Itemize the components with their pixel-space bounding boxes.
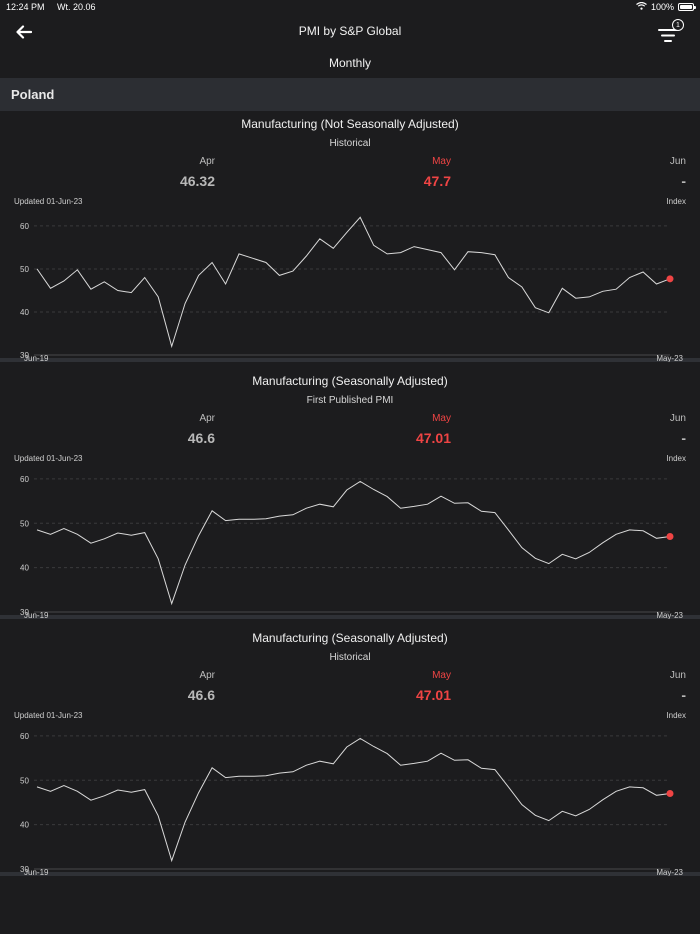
card-subtitle: Historical <box>329 652 371 663</box>
line-chart[interactable]: 30 40 50 60 Jun-19 May-23 <box>0 721 700 876</box>
back-button[interactable] <box>12 20 36 44</box>
page-title: PMI by S&P Global <box>298 24 402 38</box>
card-title: Manufacturing (Not Seasonally Adjusted) <box>241 117 459 131</box>
series-line <box>36 737 671 863</box>
current-month-label: May <box>432 156 451 167</box>
nav-bar: PMI by S&P Global 1 <box>0 14 700 50</box>
battery-icon <box>678 3 696 11</box>
series-line <box>36 216 671 349</box>
latest-point-marker <box>666 790 674 798</box>
unit-label: Index <box>666 454 686 463</box>
current-month-value: 47.01 <box>415 430 451 446</box>
updated-date: Updated 01-Jun-23 <box>14 197 83 206</box>
line-chart[interactable]: 30 40 50 60 Jun-19 May-23 <box>0 207 700 362</box>
wifi-icon <box>636 1 647 12</box>
unit-label: Index <box>666 197 686 206</box>
current-month-label: May <box>432 413 451 424</box>
filter-count-badge: 1 <box>672 19 684 31</box>
card-title: Manufacturing (Seasonally Adjusted) <box>252 374 448 388</box>
y-tick-label: 60 <box>20 475 29 484</box>
country-header: Poland <box>0 78 700 111</box>
x-tick-label: Jun-19 <box>24 354 49 362</box>
y-tick-label: 50 <box>20 776 29 785</box>
x-tick-label: Jun-19 <box>24 611 49 619</box>
previous-month-label: Apr <box>199 413 215 424</box>
indicator-card[interactable]: Manufacturing (Seasonally Adjusted) Firs… <box>0 368 700 619</box>
updated-date: Updated 01-Jun-23 <box>14 711 83 720</box>
unit-label: Index <box>666 711 686 720</box>
y-tick-label: 30 <box>20 865 29 874</box>
previous-month-value: 46.6 <box>187 687 215 703</box>
series-line <box>36 480 671 606</box>
period-label: Monthly <box>328 56 372 70</box>
filter-button[interactable]: 1 <box>656 18 686 46</box>
battery-percent: 100% <box>650 2 674 12</box>
updated-date: Updated 01-Jun-23 <box>14 454 83 463</box>
card-subtitle: First Published PMI <box>306 395 394 406</box>
y-tick-label: 30 <box>20 351 29 360</box>
indicator-card[interactable]: Manufacturing (Not Seasonally Adjusted) … <box>0 111 700 362</box>
x-tick-label: May-23 <box>656 868 683 876</box>
status-date: Wt. 20.06 <box>57 2 96 12</box>
arrow-left-icon <box>16 25 32 39</box>
x-tick-label: May-23 <box>656 611 683 619</box>
y-tick-label: 50 <box>20 265 29 274</box>
next-month-label: Jun <box>669 670 686 681</box>
previous-month-value: 46.6 <box>187 430 215 446</box>
next-month-label: Jun <box>669 156 686 167</box>
current-month-label: May <box>432 670 451 681</box>
card-subtitle: Historical <box>329 138 371 149</box>
next-month-value: - <box>681 430 686 446</box>
card-title: Manufacturing (Seasonally Adjusted) <box>252 631 448 645</box>
y-tick-label: 60 <box>20 222 29 231</box>
status-time: 12:24 PM <box>6 2 45 12</box>
y-tick-label: 40 <box>20 564 29 573</box>
previous-month-label: Apr <box>199 156 215 167</box>
next-month-value: - <box>681 173 686 189</box>
next-month-value: - <box>681 687 686 703</box>
y-tick-label: 30 <box>20 608 29 617</box>
status-left: 12:24 PM Wt. 20.06 <box>6 2 96 12</box>
status-right: 100% <box>636 1 696 12</box>
current-month-value: 47.7 <box>423 173 451 189</box>
status-bar: 12:24 PM Wt. 20.06 100% <box>0 0 700 14</box>
y-tick-label: 50 <box>20 519 29 528</box>
y-tick-label: 60 <box>20 732 29 741</box>
current-month-value: 47.01 <box>415 687 451 703</box>
previous-month-label: Apr <box>199 670 215 681</box>
y-tick-label: 40 <box>20 308 29 317</box>
x-tick-label: May-23 <box>656 354 683 362</box>
x-tick-label: Jun-19 <box>24 868 49 876</box>
latest-point-marker <box>666 533 674 541</box>
indicator-card[interactable]: Manufacturing (Seasonally Adjusted) Hist… <box>0 625 700 876</box>
latest-point-marker <box>666 275 674 283</box>
line-chart[interactable]: 30 40 50 60 Jun-19 May-23 <box>0 464 700 619</box>
previous-month-value: 46.32 <box>179 173 215 189</box>
country-name: Poland <box>11 87 55 102</box>
y-tick-label: 40 <box>20 821 29 830</box>
next-month-label: Jun <box>669 413 686 424</box>
